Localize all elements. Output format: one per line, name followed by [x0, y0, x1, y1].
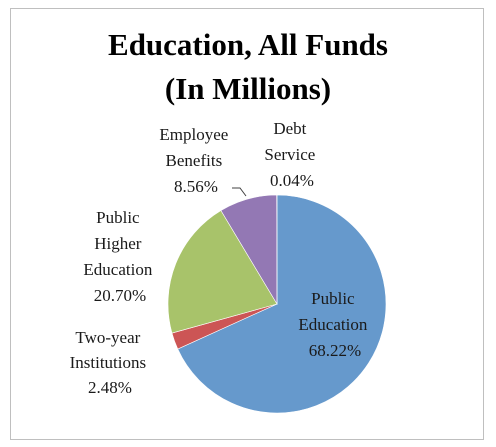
employee-benefits-leader-line — [232, 187, 247, 197]
slice-label-public-higher-education: Public Higher Education 20.70% — [83, 208, 156, 305]
chart-title-line-1: Education, All Funds — [108, 27, 388, 62]
slice-label-public-education: Public Education 68.22% — [298, 289, 371, 360]
slice-label-debt-service: Debt Service 0.04% — [264, 119, 319, 190]
slice-label-employee-benefits: Employee Benefits 8.56% — [159, 125, 232, 196]
chart-title-line-2: (In Millions) — [164, 71, 332, 106]
slice-label-two-year-institutions: Two-year Institutions 2.48% — [70, 328, 151, 397]
pie-slices — [167, 194, 387, 414]
pie-slice-2 — [167, 210, 278, 334]
pie-slice-0 — [177, 194, 387, 414]
